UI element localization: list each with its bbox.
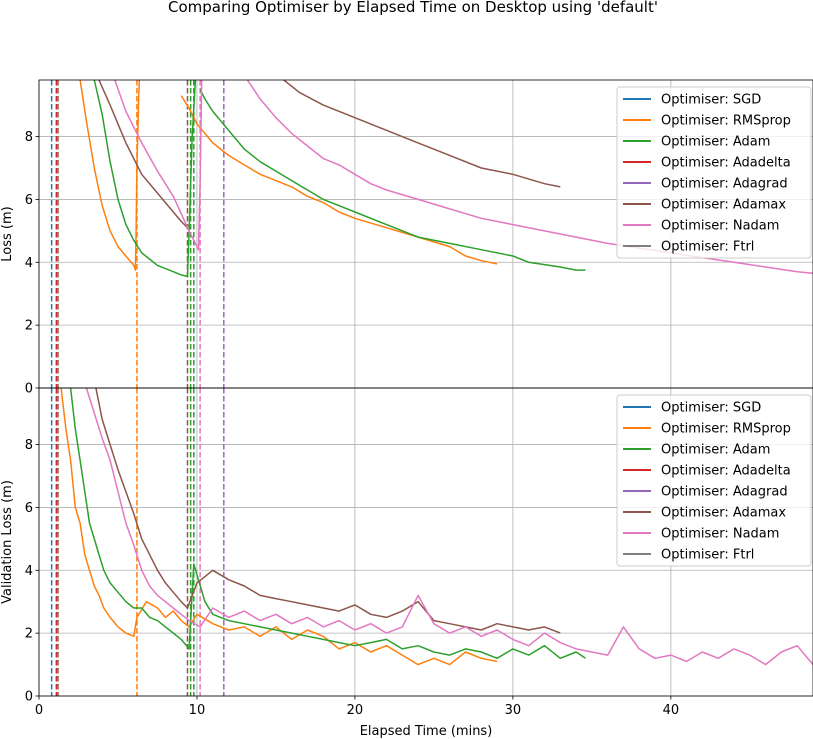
legend-label: Optimiser: SGD	[661, 401, 761, 416]
series-line	[199, 89, 586, 271]
legend-label: Optimiser: Adadelta	[661, 464, 791, 479]
series-line	[114, 80, 203, 251]
x-tick-label: 10	[189, 703, 206, 718]
legend-label: Optimiser: Ftrl	[661, 548, 754, 563]
legend-label: Optimiser: RMSprop	[661, 114, 791, 129]
y-tick-label: 2	[25, 319, 33, 334]
series-line	[85, 388, 813, 666]
y-tick-label: 2	[25, 627, 33, 642]
legend-label: Optimiser: Adadelta	[661, 156, 791, 171]
x-tick-label: 40	[663, 703, 680, 718]
series-line	[69, 388, 586, 660]
x-axis-label: Elapsed Time (mins)	[360, 724, 493, 739]
legend-label: Optimiser: Ftrl	[661, 240, 754, 255]
y-tick-label: 8	[25, 130, 33, 145]
series-line	[79, 80, 141, 271]
y-tick-label: 4	[25, 256, 33, 271]
legend-label: Optimiser: Adagrad	[661, 485, 788, 500]
x-tick-label: 0	[35, 703, 43, 718]
series-line	[95, 388, 561, 634]
y-axis-label: Validation Loss (m)	[0, 480, 15, 604]
y-tick-label: 4	[25, 564, 33, 579]
y-tick-label: 6	[25, 501, 33, 516]
legend-label: Optimiser: Adamax	[661, 506, 786, 521]
y-axis-label: Loss (m)	[0, 206, 15, 261]
subplots: 0 2 4 6 8 Loss (m) Optimiser: SGD Optimiser: RM…	[0, 79, 813, 718]
legend-label: Optimiser: SGD	[661, 93, 761, 108]
y-tick-label: 8	[25, 438, 33, 453]
series-lines	[60, 388, 813, 666]
series-line	[180, 95, 498, 265]
legend-label: Optimiser: Adam	[661, 135, 770, 150]
legend-label: Optimiser: Adamax	[661, 198, 786, 213]
legend: Optimiser: SGD Optimiser: RMSprop Optimise…	[616, 86, 812, 259]
series-line	[93, 80, 197, 278]
vline-markers	[50, 80, 225, 388]
subplot-1: 0 2 4 6 8 Loss (m) Optimiser: SGD Optimiser: RM…	[0, 79, 813, 397]
y-tick-label: 0	[25, 382, 33, 397]
vline-markers	[50, 388, 225, 696]
y-tick-label: 0	[25, 690, 33, 705]
series-line	[283, 80, 561, 188]
legend-label: Optimiser: RMSprop	[661, 422, 791, 437]
x-tick-label: 20	[347, 703, 364, 718]
legend-label: Optimiser: Nadam	[661, 219, 779, 234]
legend-label: Optimiser: Adagrad	[661, 177, 788, 192]
legend: Optimiser: SGD Optimiser: RMSprop Optimise…	[616, 394, 812, 567]
axes-frame	[38, 387, 813, 697]
series-line	[60, 388, 498, 666]
legend-label: Optimiser: Adam	[661, 443, 770, 458]
series-line	[98, 80, 189, 229]
legend-label: Optimiser: Nadam	[661, 527, 779, 542]
chart-title: Comparing Optimiser by Elapsed Time on D…	[168, 0, 658, 16]
y-tick-label: 6	[25, 193, 33, 208]
x-tick-label: 30	[505, 703, 522, 718]
legend-box	[616, 86, 812, 259]
legend-box	[616, 394, 812, 567]
